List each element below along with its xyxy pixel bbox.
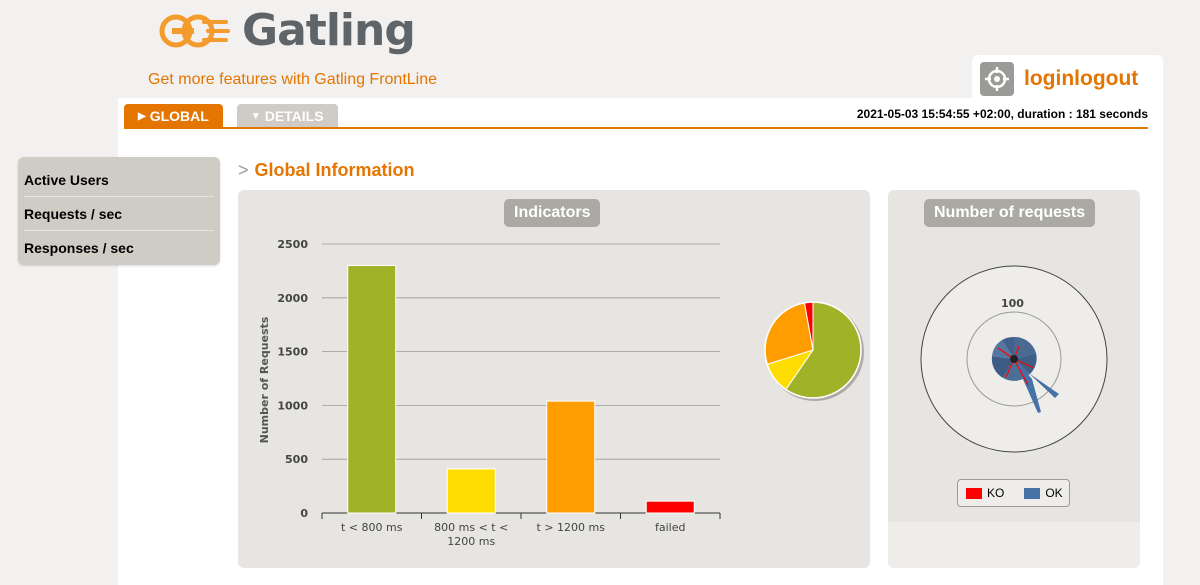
simulation-name: loginlogout: [1024, 67, 1139, 90]
y-tick-label: 500: [285, 453, 308, 466]
menu-item-active-users[interactable]: Active Users: [24, 163, 214, 197]
x-tick-label: t < 800 ms: [341, 521, 403, 534]
requests-panel-footer: [888, 522, 1140, 568]
legend-ok-swatch: [1024, 487, 1041, 499]
caret-right-icon: ▶: [138, 110, 146, 122]
x-tick-label: 1200 ms: [447, 535, 495, 548]
caret-down-icon: ▼: [250, 110, 261, 122]
tab-details-label: DETAILS: [264, 108, 324, 124]
legend-ko-swatch: [966, 487, 982, 499]
y-tick-label: 2500: [277, 238, 308, 251]
y-tick-label: 2000: [277, 292, 308, 305]
requests-polar-chart: 100: [920, 265, 1108, 453]
indicators-chart: 0 500 1000 1500 2000 2500 Number of Requests t …: [258, 238, 864, 548]
frontline-link[interactable]: Get more features with Gatling FrontLine: [148, 71, 438, 88]
menu-item-requests-sec[interactable]: Requests / sec: [24, 197, 214, 231]
chevron-right-icon: >: [238, 160, 249, 180]
legend-ko-label[interactable]: KO: [987, 486, 1005, 500]
simulation-box: loginlogout: [972, 55, 1163, 103]
x-tick-label: 800 ms < t <: [434, 521, 508, 534]
tab-underline: [124, 127, 1148, 129]
x-tick-label: t > 1200 ms: [537, 521, 606, 534]
polar-center: [1010, 355, 1018, 363]
y-tick-label: 1500: [277, 346, 308, 359]
requests-panel: Number of requests 100: [888, 190, 1140, 568]
gatling-logo-icon: [159, 14, 230, 48]
y-tick-label: 1000: [277, 399, 308, 412]
bar-2: [446, 468, 496, 514]
target-icon: [980, 62, 1014, 96]
tab-global[interactable]: ▶ GLOBAL: [124, 104, 223, 128]
tab-global-label: GLOBAL: [149, 108, 209, 124]
menu-item-responses-sec[interactable]: Responses / sec: [24, 240, 134, 256]
report-tabs: ▶ GLOBAL ▼ DETAILS: [124, 104, 352, 130]
y-axis-label: Number of Requests: [258, 316, 271, 443]
section-title-text: Global Information: [254, 160, 415, 180]
requests-legend: KO OK: [957, 479, 1070, 507]
bar-1: [347, 265, 397, 514]
pie-border: [764, 301, 862, 399]
side-menu: Active Users Requests / sec Responses / …: [18, 157, 220, 265]
polar-ok-wedges: [991, 336, 1059, 413]
polar-ring-label: 100: [1001, 297, 1024, 310]
tab-details[interactable]: ▼ DETAILS: [236, 104, 338, 128]
legend-ok-label[interactable]: OK: [1045, 486, 1063, 500]
polar-inner-ring: [966, 311, 1062, 407]
run-info: 2021-05-03 15:54:55 +02:00, duration : 1…: [856, 107, 1148, 121]
gatling-logo[interactable]: Gatling: [158, 5, 416, 56]
bar-4: [645, 500, 695, 514]
indicators-title: Indicators: [504, 199, 601, 227]
indicators-panel: Indicators 0 500 1000 1500 2000 2500 Number of…: [238, 190, 870, 568]
bar-3: [546, 400, 596, 514]
requests-title: Number of requests: [924, 199, 1096, 227]
y-tick-label: 0: [300, 507, 308, 520]
x-tick-label: failed: [655, 521, 685, 534]
logo-text: Gatling: [242, 5, 416, 56]
section-title: > Global Information: [238, 160, 415, 181]
